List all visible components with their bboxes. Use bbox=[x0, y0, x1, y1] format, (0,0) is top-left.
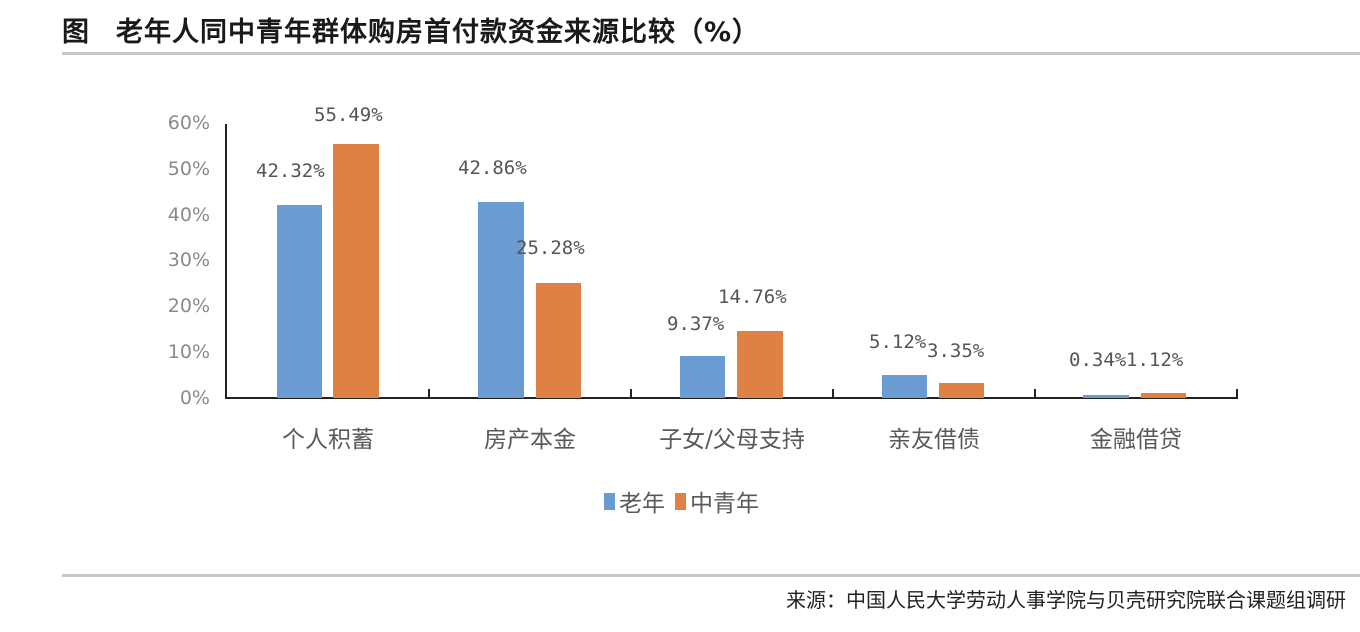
x-tick-mark bbox=[428, 389, 430, 398]
figure-label: 图 bbox=[62, 17, 90, 48]
title-text: 老年人同中青年群体购房首付款资金来源比较（%） bbox=[116, 17, 761, 48]
x-label-personal-savings: 个人积蓄 bbox=[282, 427, 374, 453]
legend-swatch-young bbox=[675, 492, 686, 510]
y-tick-0: 0% bbox=[179, 387, 210, 409]
chart-title: 图老年人同中青年群体购房首付款资金来源比较（%） bbox=[62, 10, 760, 49]
legend-label-young: 中青年 bbox=[690, 491, 759, 517]
bar-old-personal-savings bbox=[277, 205, 322, 398]
x-label-property-principal: 房产本金 bbox=[484, 427, 576, 453]
bar-young-relatives-debt bbox=[939, 383, 984, 398]
legend-swatch-old bbox=[604, 492, 615, 510]
top-divider bbox=[62, 52, 1360, 55]
y-tick-50: 50% bbox=[167, 158, 210, 180]
x-axis bbox=[225, 397, 1238, 399]
x-tick-mark bbox=[1236, 389, 1238, 398]
legend-label-old: 老年 bbox=[619, 491, 665, 517]
y-tick-10: 10% bbox=[167, 341, 210, 363]
value-label-old: 0.34% bbox=[1069, 349, 1127, 371]
bar-young-personal-savings bbox=[333, 144, 379, 398]
bar-young-family-support bbox=[737, 331, 783, 398]
x-label-family-support: 子女/父母支持 bbox=[659, 427, 805, 453]
bar-old-relatives-debt bbox=[882, 375, 927, 398]
y-axis bbox=[225, 124, 227, 399]
x-label-relatives-debt: 亲友借债 bbox=[888, 427, 980, 453]
x-tick-mark bbox=[630, 389, 632, 398]
y-tick-30: 30% bbox=[167, 249, 210, 271]
x-label-financial-loan: 金融借贷 bbox=[1090, 427, 1182, 453]
value-label-young: 14.76% bbox=[718, 286, 787, 308]
value-label-young: 25.28% bbox=[516, 237, 585, 259]
x-tick-mark bbox=[1034, 389, 1036, 398]
y-tick-60: 60% bbox=[167, 112, 210, 134]
value-label-young: 55.49% bbox=[314, 104, 383, 126]
bar-old-family-support bbox=[680, 356, 725, 398]
value-label-young: 1.12% bbox=[1126, 349, 1184, 371]
value-label-old: 42.32% bbox=[256, 160, 325, 182]
legend: 老年 中青年 bbox=[604, 484, 759, 518]
bar-chart: 60% 50% 40% 30% 20% 10% 0% 42.32% 55.49%… bbox=[167, 104, 1238, 518]
value-label-old: 42.86% bbox=[458, 157, 527, 179]
y-tick-40: 40% bbox=[167, 204, 210, 226]
value-label-young: 3.35% bbox=[927, 340, 985, 362]
value-label-old: 9.37% bbox=[667, 313, 725, 335]
x-tick-mark bbox=[832, 389, 834, 398]
y-tick-20: 20% bbox=[167, 295, 210, 317]
bar-old-financial-loan bbox=[1083, 395, 1129, 398]
bar-young-property-principal bbox=[536, 283, 581, 398]
bar-old-property-principal bbox=[478, 202, 524, 398]
source-note: 来源：中国人民大学劳动人事学院与贝壳研究院联合课题组调研 bbox=[786, 588, 1346, 612]
value-label-old: 5.12% bbox=[869, 331, 927, 353]
bar-young-financial-loan bbox=[1141, 393, 1186, 398]
bottom-divider bbox=[62, 574, 1360, 577]
